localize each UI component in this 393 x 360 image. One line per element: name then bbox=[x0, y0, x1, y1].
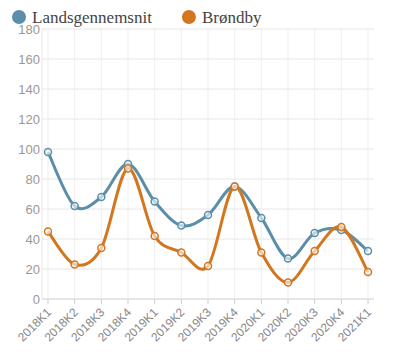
x-tick bbox=[234, 299, 235, 304]
point bbox=[231, 183, 238, 190]
x-tick bbox=[181, 299, 182, 304]
point bbox=[98, 245, 105, 252]
grid-line-vertical bbox=[234, 29, 235, 299]
grid-line-vertical bbox=[48, 29, 49, 299]
point bbox=[98, 194, 105, 201]
grid-line-vertical bbox=[341, 29, 342, 299]
point bbox=[71, 203, 78, 210]
y-tick-label: 120 bbox=[18, 112, 40, 127]
point bbox=[365, 248, 372, 255]
point bbox=[151, 233, 158, 240]
point bbox=[178, 249, 185, 256]
x-tick bbox=[288, 299, 289, 304]
point bbox=[205, 212, 212, 219]
grid-line-vertical bbox=[261, 29, 262, 299]
x-tick bbox=[128, 299, 129, 304]
x-tick bbox=[261, 299, 262, 304]
legend-label: Landsgennemsnit bbox=[32, 8, 152, 27]
point bbox=[205, 263, 212, 270]
point bbox=[258, 215, 265, 222]
plot-area bbox=[45, 149, 372, 287]
x-tick bbox=[314, 299, 315, 304]
point bbox=[285, 255, 292, 262]
point bbox=[45, 149, 52, 156]
chart-svg: 0204060801001201401601802018K12018K22018… bbox=[0, 0, 393, 360]
legend-swatch bbox=[182, 10, 196, 24]
x-tick bbox=[341, 299, 342, 304]
y-tick-label: 40 bbox=[26, 232, 40, 247]
x-tick-label: 2021K1 bbox=[335, 305, 374, 344]
point bbox=[151, 198, 158, 205]
grid-line-vertical bbox=[74, 29, 75, 299]
y-tick-label: 160 bbox=[18, 52, 40, 67]
legend-swatch bbox=[12, 10, 26, 24]
y-tick-label: 140 bbox=[18, 82, 40, 97]
point bbox=[231, 183, 238, 190]
y-tick-label: 100 bbox=[18, 142, 40, 157]
y-axis-line bbox=[42, 29, 43, 299]
point bbox=[71, 261, 78, 268]
point bbox=[311, 248, 318, 255]
grid-line-vertical bbox=[208, 29, 209, 299]
legend-label: Brøndby bbox=[202, 8, 262, 27]
x-tick bbox=[208, 299, 209, 304]
point bbox=[258, 249, 265, 256]
point bbox=[338, 224, 345, 231]
grid-line-vertical bbox=[368, 29, 369, 299]
series-line bbox=[48, 168, 368, 282]
grid-line-vertical bbox=[181, 29, 182, 299]
point bbox=[365, 269, 372, 276]
point bbox=[178, 222, 185, 229]
grid-line-vertical bbox=[154, 29, 155, 299]
x-tick bbox=[368, 299, 369, 304]
x-tick bbox=[48, 299, 49, 304]
point bbox=[311, 230, 318, 237]
point bbox=[285, 279, 292, 286]
grid-line-vertical bbox=[101, 29, 102, 299]
y-tick-label: 0 bbox=[33, 292, 40, 307]
y-tick-label: 60 bbox=[26, 202, 40, 217]
y-tick-label: 80 bbox=[26, 172, 40, 187]
x-tick bbox=[101, 299, 102, 304]
grid-line-vertical bbox=[314, 29, 315, 299]
point bbox=[125, 165, 132, 172]
point bbox=[45, 228, 52, 235]
y-tick-label: 20 bbox=[26, 262, 40, 277]
chart: 0204060801001201401601802018K12018K22018… bbox=[0, 0, 393, 360]
x-tick bbox=[74, 299, 75, 304]
x-tick bbox=[154, 299, 155, 304]
